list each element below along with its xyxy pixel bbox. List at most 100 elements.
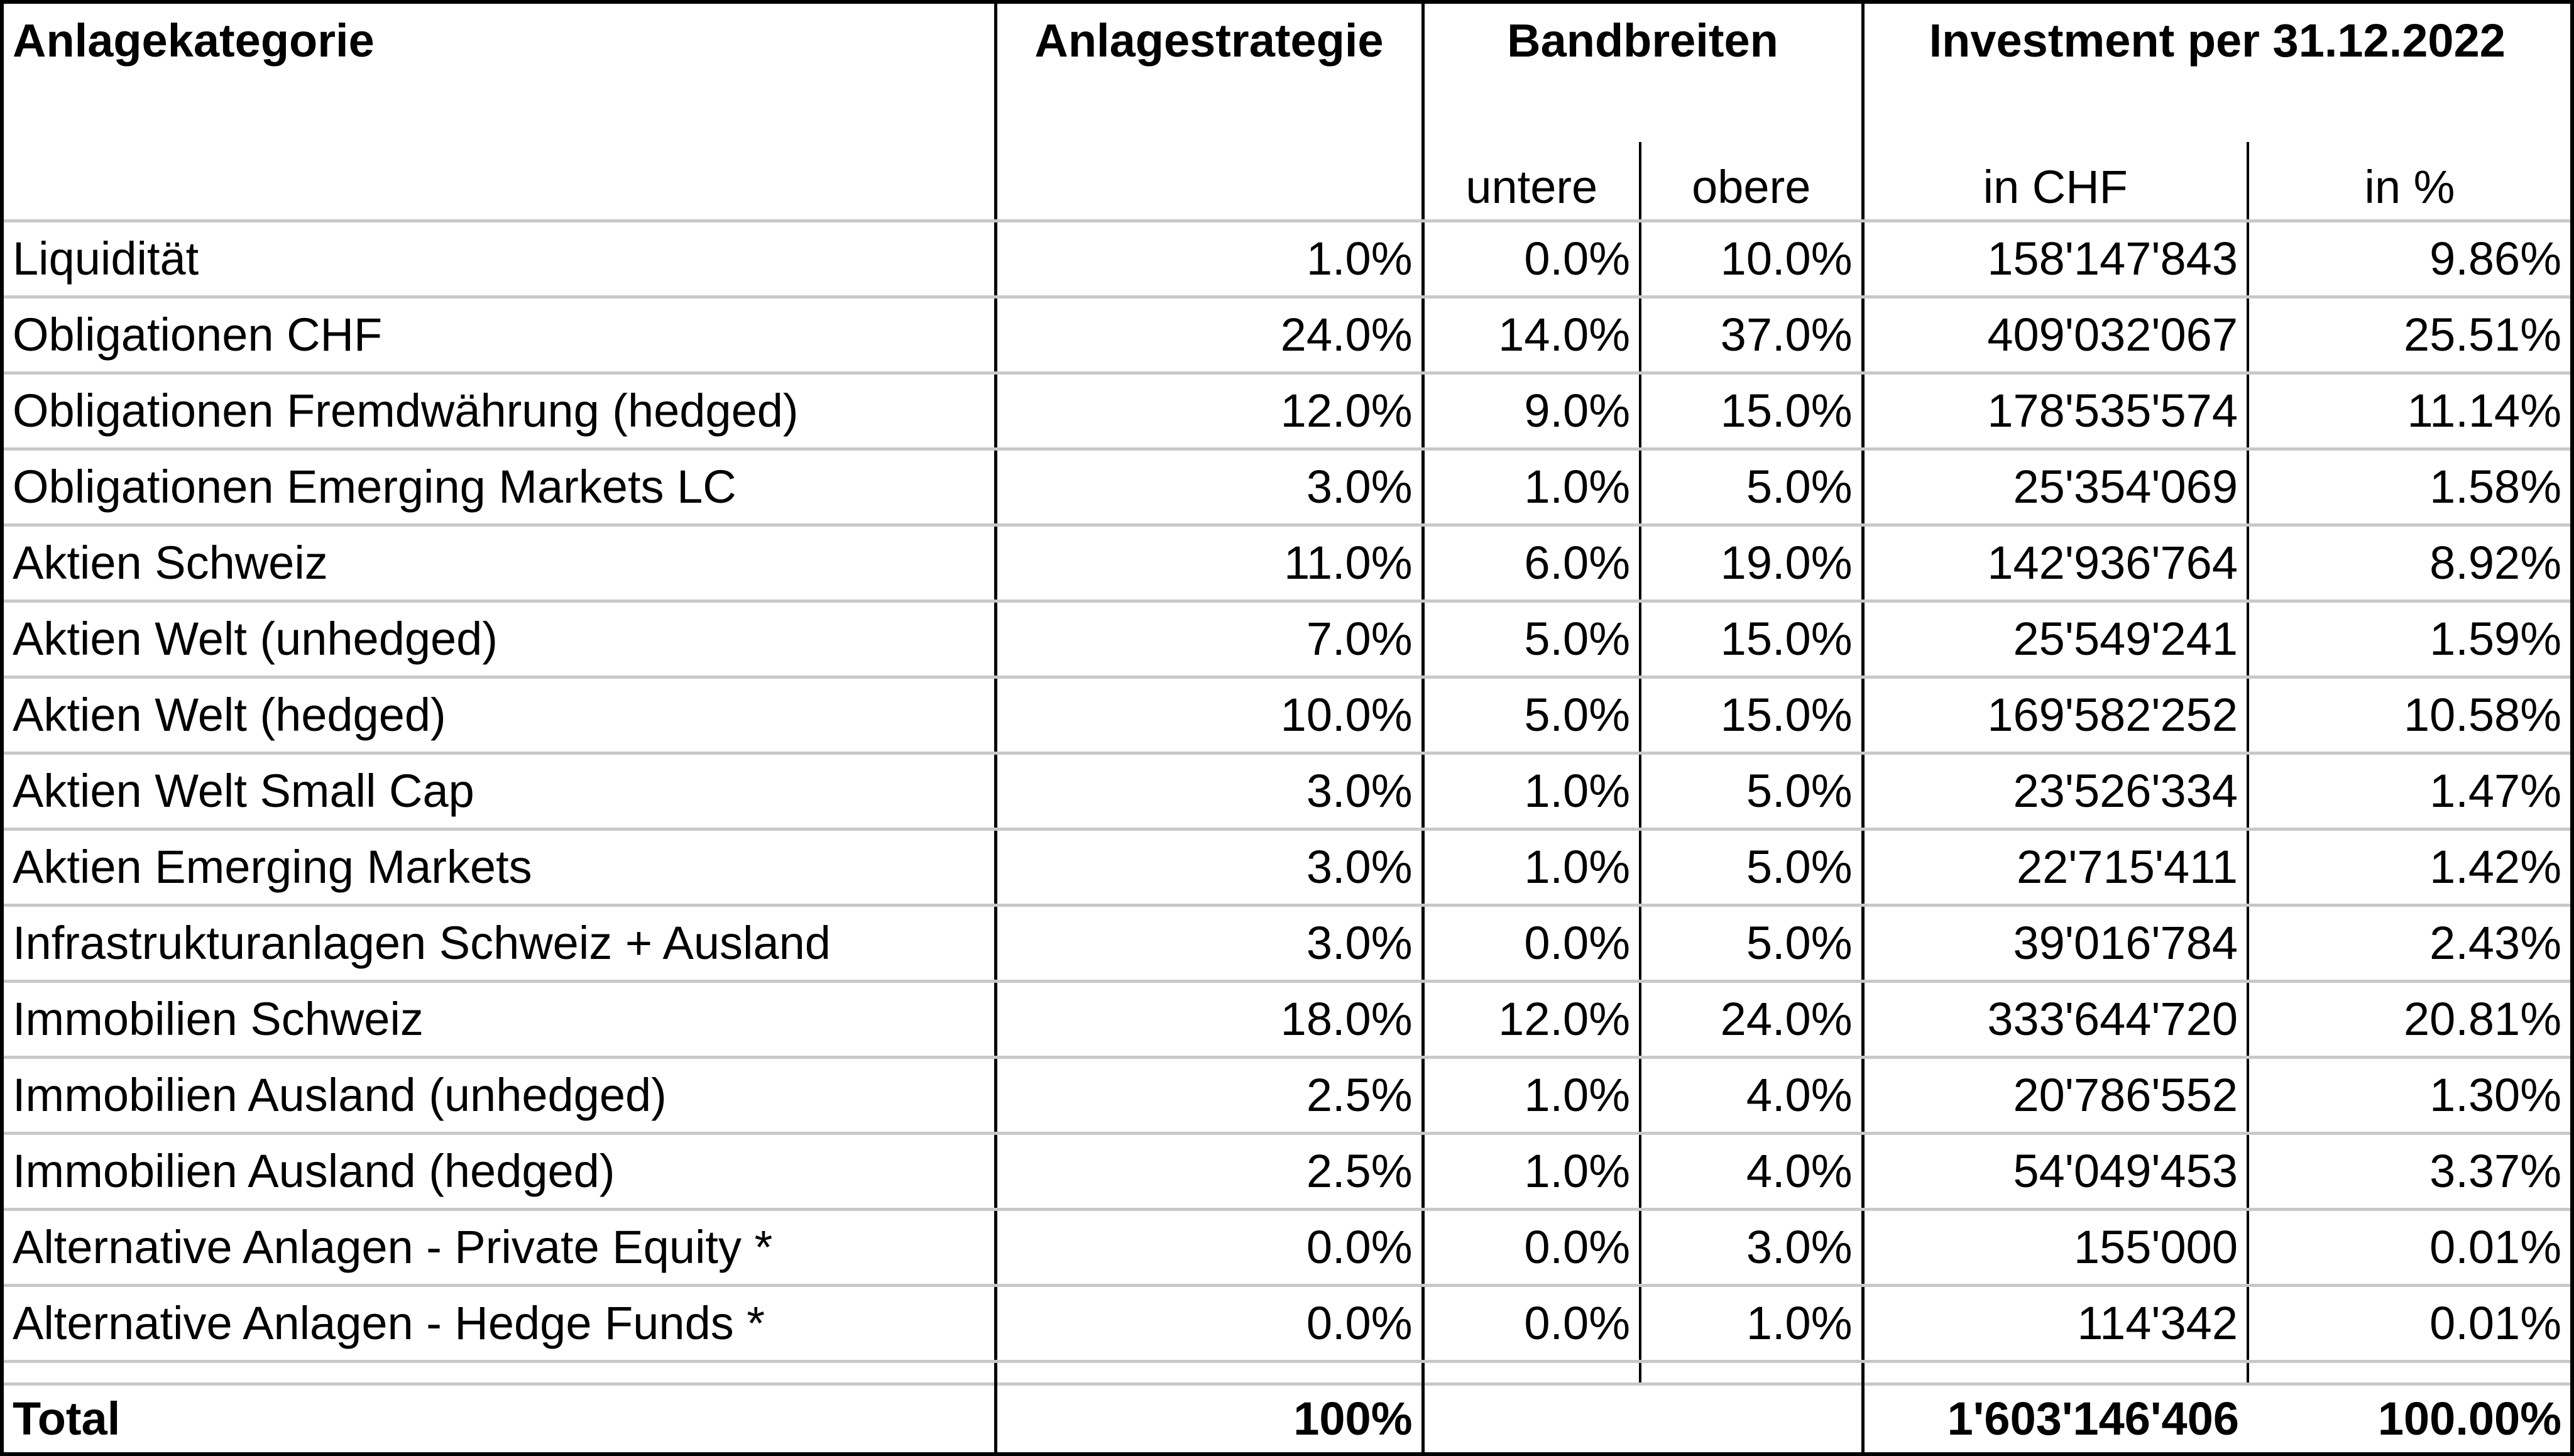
cell-investment-chf: 158'147'843 xyxy=(1863,221,2249,298)
cell-upper-band: 37.0% xyxy=(1640,297,1865,375)
cell-investment-pct: 1.42% xyxy=(2248,829,2570,907)
cell-lower-band: 1.0% xyxy=(1423,829,1641,907)
cell-investment-chf: 22'715'411 xyxy=(1863,829,2249,907)
cell-lower-band: 12.0% xyxy=(1423,981,1641,1059)
cell-strategy: 2.5% xyxy=(995,1133,1425,1211)
cell-investment-pct: 1.59% xyxy=(2248,601,2570,679)
cell-strategy: 10.0% xyxy=(995,677,1425,755)
cell-investment-chf: 142'936'764 xyxy=(1863,525,2249,603)
cell-upper-band: 4.0% xyxy=(1640,1133,1865,1211)
cell-lower-band: 9.0% xyxy=(1423,373,1641,451)
table-row: Aktien Schweiz 11.0% 6.0% 19.0% 142'936'764 8… xyxy=(4,525,2570,603)
header-category: Anlagekategorie xyxy=(4,4,997,222)
cell-lower-band: 0.0% xyxy=(1423,221,1641,298)
header-lower: untere xyxy=(1423,142,1641,222)
cell-category: Immobilien Ausland (hedged) xyxy=(4,1133,997,1211)
cell-investment-pct: 20.81% xyxy=(2248,981,2570,1059)
cell-lower-band: 0.0% xyxy=(1423,1209,1641,1287)
cell-category: Obligationen CHF xyxy=(4,297,997,375)
cell-category: Infrastrukturanlagen Schweiz + Ausland xyxy=(4,905,997,983)
cell-investment-chf: 409'032'067 xyxy=(1863,297,2249,375)
cell-category: Immobilien Schweiz xyxy=(4,981,997,1059)
table-row: Aktien Welt (unhedged) 7.0% 5.0% 15.0% 25'54… xyxy=(4,601,2570,679)
header-investment: Investment per 31.12.2022 xyxy=(1929,14,2506,67)
total-label: Total xyxy=(4,1382,997,1452)
cell-upper-band: 5.0% xyxy=(1640,753,1865,831)
cell-investment-chf: 39'016'784 xyxy=(1863,905,2249,983)
cell-investment-chf: 155'000 xyxy=(1863,1209,2249,1287)
cell-investment-chf: 169'582'252 xyxy=(1863,677,2249,755)
cell-strategy: 7.0% xyxy=(995,601,1425,679)
table-row: Aktien Welt Small Cap 3.0% 1.0% 5.0% 23'526'… xyxy=(4,753,2570,831)
header-bands: Bandbreiten xyxy=(1423,4,1865,142)
cell-lower-band: 0.0% xyxy=(1423,1285,1641,1363)
cell-upper-band: 19.0% xyxy=(1640,525,1865,603)
cell-investment-pct: 10.58% xyxy=(2248,677,2570,755)
cell-investment-chf: 23'526'334 xyxy=(1863,753,2249,831)
cell-upper-band: 15.0% xyxy=(1640,373,1865,451)
table-row: Aktien Emerging Markets 3.0% 1.0% 5.0% 22'71… xyxy=(4,829,2570,907)
cell-strategy: 3.0% xyxy=(995,905,1425,983)
cell-investment-pct: 0.01% xyxy=(2248,1209,2570,1287)
cell-upper-band: 5.0% xyxy=(1640,829,1865,907)
cell-category: Aktien Welt Small Cap xyxy=(4,753,997,831)
cell-lower-band: 6.0% xyxy=(1423,525,1641,603)
cell-strategy: 0.0% xyxy=(995,1285,1425,1363)
spacer-cell xyxy=(1423,1361,1641,1384)
header-in-chf: in CHF xyxy=(1863,142,2249,222)
table-row: Obligationen Emerging Markets LC 3.0% 1.0%… xyxy=(4,449,2570,527)
cell-lower-band: 1.0% xyxy=(1423,1133,1641,1211)
cell-strategy: 2.5% xyxy=(995,1057,1425,1135)
cell-investment-pct: 25.51% xyxy=(2248,297,2570,375)
cell-upper-band: 10.0% xyxy=(1640,221,1865,298)
cell-category: Immobilien Ausland (unhedged) xyxy=(4,1057,997,1135)
cell-investment-chf: 114'342 xyxy=(1863,1285,2249,1363)
cell-strategy: 24.0% xyxy=(995,297,1425,375)
total-row: Total 100% 1'603'146'406 100.00% xyxy=(4,1382,2570,1452)
cell-strategy: 3.0% xyxy=(995,753,1425,831)
cell-upper-band: 15.0% xyxy=(1640,601,1865,679)
total-upper-empty xyxy=(1640,1382,1865,1452)
cell-upper-band: 5.0% xyxy=(1640,905,1865,983)
cell-lower-band: 1.0% xyxy=(1423,753,1641,831)
cell-lower-band: 0.0% xyxy=(1423,905,1641,983)
spacer-row xyxy=(4,1361,2570,1384)
cell-strategy: 3.0% xyxy=(995,449,1425,527)
cell-category: Liquidität xyxy=(4,221,997,298)
total-lower-empty xyxy=(1423,1382,1640,1452)
total-investment-chf: 1'603'146'406 xyxy=(1863,1382,2248,1452)
header-row-2: untere obere in CHF in % xyxy=(4,142,2570,222)
table-row: Immobilien Ausland (unhedged) 2.5% 1.0% 4.0… xyxy=(4,1057,2570,1135)
cell-upper-band: 1.0% xyxy=(1640,1285,1865,1363)
cell-investment-pct: 9.86% xyxy=(2248,221,2570,298)
table-row: Immobilien Schweiz 18.0% 12.0% 24.0% 333'644… xyxy=(4,981,2570,1059)
cell-category: Obligationen Emerging Markets LC xyxy=(4,449,997,527)
cell-investment-chf: 54'049'453 xyxy=(1863,1133,2249,1211)
table-row: Infrastrukturanlagen Schweiz + Ausland 3.… xyxy=(4,905,2570,983)
cell-investment-chf: 25'549'241 xyxy=(1863,601,2249,679)
spacer-cell xyxy=(1640,1361,1865,1384)
cell-category: Aktien Schweiz xyxy=(4,525,997,603)
table-row: Aktien Welt (hedged) 10.0% 5.0% 15.0% 169'58… xyxy=(4,677,2570,755)
header-upper: obere xyxy=(1640,142,1865,222)
cell-strategy: 12.0% xyxy=(995,373,1425,451)
header-strategy: Anlagestrategie xyxy=(995,4,1425,222)
cell-strategy: 0.0% xyxy=(995,1209,1425,1287)
allocation-table: Anlagekategorie Anlagestrategie Bandbrei… xyxy=(4,4,2570,1452)
spacer-cell xyxy=(995,1361,1425,1384)
spacer-cell xyxy=(4,1361,997,1384)
total-strategy: 100% xyxy=(995,1382,1425,1452)
cell-upper-band: 5.0% xyxy=(1640,449,1865,527)
cell-investment-pct: 0.01% xyxy=(2248,1285,2570,1363)
cell-investment-pct: 1.30% xyxy=(2248,1057,2570,1135)
cell-investment-pct: 1.47% xyxy=(2248,753,2570,831)
spacer-cell xyxy=(2248,1361,2570,1384)
cell-upper-band: 24.0% xyxy=(1640,981,1865,1059)
cell-category: Aktien Welt (unhedged) xyxy=(4,601,997,679)
table-row: Alternative Anlagen - Private Equity * 0.… xyxy=(4,1209,2570,1287)
cell-strategy: 11.0% xyxy=(995,525,1425,603)
cell-investment-chf: 178'535'574 xyxy=(1863,373,2249,451)
cell-strategy: 18.0% xyxy=(995,981,1425,1059)
table-row: Alternative Anlagen - Hedge Funds * 0.0% 0… xyxy=(4,1285,2570,1363)
